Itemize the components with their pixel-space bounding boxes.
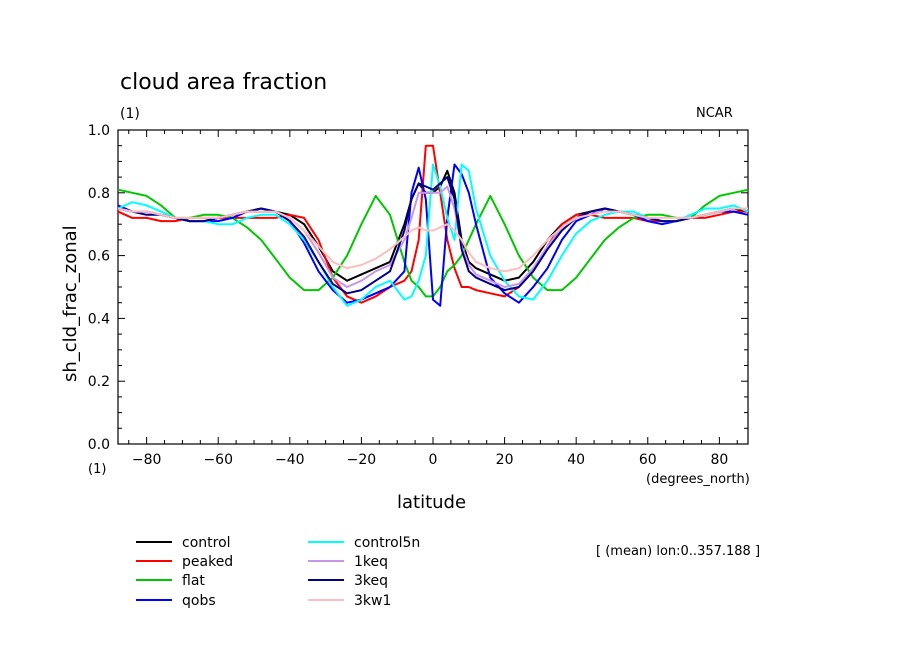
legend-label-qobs: qobs <box>182 593 216 609</box>
x-tick-label: 60 <box>639 452 657 468</box>
chart-title: cloud area fraction <box>120 70 327 95</box>
series-line-1keq <box>117 185 748 288</box>
x-tick-label: −60 <box>203 452 233 468</box>
series-line-qobs <box>117 163 749 307</box>
x-axis-label: latitude <box>397 492 466 513</box>
x-tick-label: 40 <box>567 452 585 468</box>
legend-label-peaked: peaked <box>182 554 233 570</box>
y-tick-label: 0.6 <box>88 249 110 265</box>
x-tick-label: 20 <box>496 452 514 468</box>
source-label: NCAR <box>696 106 733 121</box>
legend-label-3kw1: 3kw1 <box>354 593 391 609</box>
x-tick-label: 0 <box>429 452 438 468</box>
legend-label-1keq: 1keq <box>354 554 388 570</box>
series-line-3keq <box>117 176 748 295</box>
legend-label-3keq: 3keq <box>354 573 388 589</box>
plot-area: −80 −60 −40 −20 0 20 40 60 80 0.0 0.2 0.4 0.6 0.8 1.0 <box>88 123 749 468</box>
x-tick-label: −20 <box>347 452 377 468</box>
series-line-control5n <box>117 163 749 307</box>
averaging-note: [ (mean) lon:0..357.188 ] <box>596 544 760 559</box>
series-line-control <box>117 169 749 282</box>
x-tick-label: 80 <box>710 452 728 468</box>
legend-label-flat: flat <box>182 573 205 589</box>
chart-subtitle: (1) <box>120 106 140 122</box>
legend-label-control5n: control5n <box>354 535 420 551</box>
legend: control peaked flat qobs control5n 1keq 3keq 3k… <box>136 535 420 609</box>
y-axis: 0.0 0.2 0.4 0.6 0.8 1.0 <box>88 123 748 453</box>
y-tick-label: 0.0 <box>88 437 110 453</box>
x-tick-label: −40 <box>275 452 305 468</box>
series-lines <box>117 144 749 307</box>
y-tick-label: 0.8 <box>88 186 110 202</box>
y-units-label: (1) <box>88 462 106 477</box>
y-tick-label: 1.0 <box>88 123 110 139</box>
y-tick-label: 0.2 <box>88 374 110 390</box>
legend-label-control: control <box>182 535 231 551</box>
series-line-flat <box>117 188 749 298</box>
series-line-3kw1 <box>117 207 748 273</box>
x-tick-label: −80 <box>132 452 162 468</box>
x-units-label: (degrees_north) <box>646 472 750 487</box>
x-axis: −80 −60 −40 −20 0 20 40 60 80 <box>128 130 738 468</box>
y-tick-label: 0.4 <box>88 311 110 327</box>
y-axis-label: sh_cld_frac_zonal <box>60 225 81 382</box>
